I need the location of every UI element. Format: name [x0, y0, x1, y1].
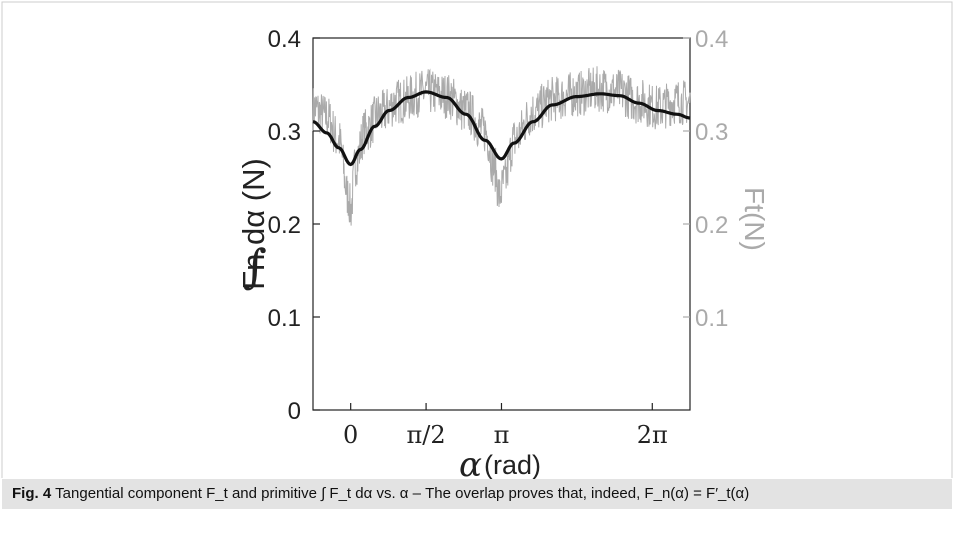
figure-border: [1, 1, 953, 478]
left-tick-label: 0.2: [268, 212, 301, 239]
integral-series-group: [312, 90, 691, 167]
x-tick-label: 2π: [637, 421, 668, 449]
x-tick-label: π: [494, 421, 510, 449]
left-axis-ticks: 0 0.1 0.2 0.3 0.4: [268, 26, 320, 425]
ft-series-group: [312, 66, 691, 226]
left-tick-label: 0.4: [268, 26, 301, 53]
left-tick-label: 0.3: [268, 119, 301, 146]
plot-area: [312, 37, 691, 411]
integral-series-line: [312, 90, 691, 167]
right-tick-label: 0.1: [695, 305, 728, 332]
x-tick-label: π/2: [407, 421, 446, 449]
right-tick-label: 0.4: [695, 26, 728, 53]
left-tick-label: 0.1: [268, 305, 301, 332]
caption-label: Fig. 4: [12, 485, 52, 502]
x-axis-label-symbol: α: [459, 445, 482, 480]
ft-series-line: [312, 66, 691, 226]
right-axis-ticks: 0.1 0.2 0.3 0.4: [683, 26, 728, 332]
x-axis-label-unit: (rad): [484, 450, 541, 480]
integral-sign: ∫: [243, 239, 267, 293]
figure-caption: Fig. 4 Tangential component F_t and primi…: [2, 479, 952, 509]
x-axis-ticks: 0 π/2 π 2π: [343, 403, 668, 449]
y-axis-right-label: Ft(N): [739, 187, 770, 251]
chart: 0 0.1 0.2 0.3 0.4 0.1 0.2 0.3 0.4 0 π/2 π 2π α (ra…: [1, 1, 953, 480]
right-tick-label: 0.2: [695, 212, 728, 239]
right-tick-label: 0.3: [695, 119, 728, 146]
caption-text: Tangential component F_t and primitive ∫…: [55, 485, 750, 502]
left-tick-label: 0: [288, 398, 301, 425]
x-tick-label: 0: [343, 421, 358, 449]
y-axis-left-label: Fn dα (N): [236, 158, 271, 290]
